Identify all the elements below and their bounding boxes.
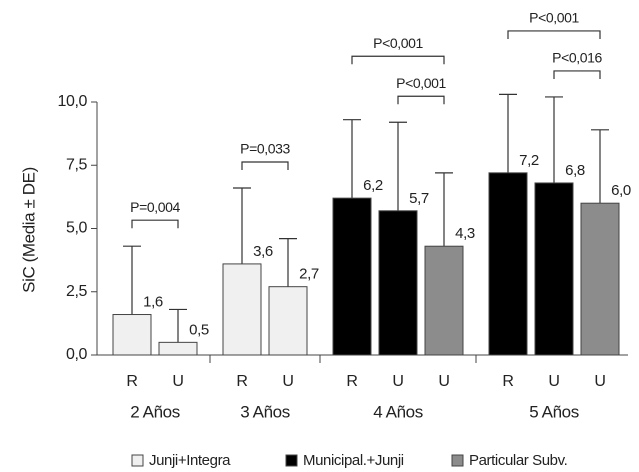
value-label: 5,7 [409,190,429,207]
significance-label: P=0,004 [130,199,180,215]
significance-bracket [397,95,445,105]
group-label: 5 Años [529,402,579,421]
bar [378,210,418,356]
value-label: 6,8 [565,162,585,179]
bar [158,341,198,356]
bar [112,314,152,356]
significance-label: P<0,001 [373,35,423,51]
group-label: 2 Años [130,402,180,421]
group-label: 4 Años [373,402,423,421]
bar [268,286,308,356]
x-tick-label: R [236,373,247,390]
value-label: 6,2 [363,177,383,194]
significance-label: P<0,001 [396,75,446,91]
bar [332,197,372,356]
legend-swatch [451,454,464,467]
significance-label: P<0,001 [529,10,579,26]
value-label: 1,6 [143,293,163,310]
value-label: 3,6 [253,243,273,260]
bar [534,182,574,356]
bar [222,263,262,356]
legend-label: Junji+Integra [149,452,231,469]
significance-bracket [553,70,601,79]
value-label: 4,3 [455,225,475,242]
y-tick-label: 10,0 [57,93,87,110]
value-label: 2,7 [299,266,319,283]
x-tick-label: U [282,373,293,390]
y-axis-title: SiC (Media ± DE) [19,167,38,293]
x-tick-label: U [172,373,183,390]
significance-label: P=0,033 [240,141,290,157]
value-label: 7,2 [519,152,539,169]
y-tick-label: 7,5 [66,156,88,173]
x-tick-label: U [392,373,403,390]
x-tick-label: R [502,373,513,390]
x-tick-label: U [594,373,605,390]
x-tick-label: U [438,373,449,390]
x-tick-label: R [346,373,357,390]
group-label: 3 Años [240,402,290,421]
value-label: 0,5 [189,321,209,338]
significance-bracket [507,30,601,39]
x-tick-label: R [126,373,137,390]
bar [424,245,464,356]
y-tick-label: 5,0 [66,220,88,237]
y-tick-label: 2,5 [66,283,88,300]
value-label: 6,0 [611,182,631,199]
legend-label: Municipal.+Junji [303,452,404,469]
significance-bracket [351,55,445,65]
y-tick-label: 0,0 [66,346,88,363]
legend-swatch [285,454,298,467]
legend-label: Particular Subv. [469,452,567,469]
significance-label: P<0,016 [552,50,602,66]
legend-swatch [131,454,144,467]
bar [580,202,620,356]
x-tick-label: U [548,373,559,390]
significance-bracket [241,161,289,171]
bar [488,172,528,356]
significance-bracket [131,219,179,229]
